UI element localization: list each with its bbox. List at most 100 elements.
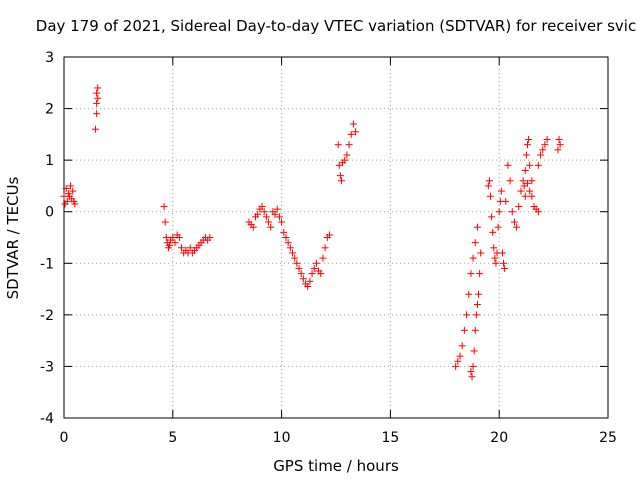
data-point [62, 185, 70, 193]
data-point [334, 141, 342, 149]
data-point [465, 290, 473, 298]
data-point [267, 223, 275, 231]
data-point [528, 177, 536, 185]
data-point [502, 197, 510, 205]
data-point [460, 326, 468, 334]
data-point [472, 311, 480, 319]
data-point [506, 177, 514, 185]
data-point [162, 234, 170, 241]
data-point [469, 254, 477, 262]
data-point [345, 141, 353, 149]
data-point [265, 218, 273, 226]
y-tick-label: 1 [45, 153, 54, 169]
data-point [477, 249, 485, 257]
data-point [271, 210, 279, 218]
data-point [537, 151, 545, 159]
data-point [555, 136, 563, 144]
data-point [528, 192, 536, 200]
data-point [317, 270, 325, 278]
data-point [539, 146, 547, 154]
data-point [282, 234, 290, 241]
data-point [295, 264, 303, 272]
data-point [484, 182, 492, 190]
data-point [310, 264, 318, 272]
data-point [475, 290, 483, 298]
data-point [71, 200, 79, 208]
data-point [308, 270, 316, 278]
data-point [319, 254, 327, 262]
data-point [284, 239, 292, 247]
data-point [521, 166, 529, 174]
data-point [468, 373, 476, 381]
data-point [166, 241, 174, 249]
data-point [525, 136, 533, 144]
data-point [171, 239, 179, 247]
data-point [510, 218, 518, 226]
data-point [63, 197, 71, 205]
data-point [69, 187, 77, 195]
data-point [306, 277, 314, 285]
data-point [93, 89, 101, 97]
data-point [523, 179, 531, 187]
data-point [186, 244, 194, 252]
data-point [534, 161, 542, 169]
y-tick-label: -1 [40, 256, 54, 272]
y-tick-label: 2 [45, 102, 54, 118]
data-point [454, 357, 462, 365]
data-point [175, 234, 183, 241]
data-point [471, 239, 479, 247]
data-point [341, 156, 349, 164]
y-tick-label: -3 [40, 359, 54, 375]
data-point [489, 228, 497, 236]
data-point [463, 311, 471, 319]
data-point [526, 187, 534, 195]
y-tick-label: 0 [45, 205, 54, 221]
data-point [471, 326, 479, 334]
data-point [352, 128, 360, 136]
data-point [343, 151, 351, 159]
chart-title: Day 179 of 2021, Sidereal Day-to-day VTE… [36, 17, 636, 35]
data-point [508, 208, 516, 216]
data-point [526, 161, 534, 169]
x-tick-label: 25 [599, 430, 617, 446]
data-point [521, 192, 529, 200]
data-point [491, 254, 499, 262]
data-point [498, 249, 506, 257]
data-point [473, 223, 481, 231]
data-point [519, 177, 527, 185]
data-point [494, 223, 502, 231]
data-point [523, 141, 531, 149]
data-point [161, 218, 169, 226]
y-tick-label: -4 [40, 411, 54, 427]
data-point [490, 244, 498, 252]
data-points [60, 84, 564, 381]
data-point [513, 223, 521, 231]
data-point [275, 213, 283, 221]
x-tick-label: 20 [490, 430, 508, 446]
data-point [94, 94, 102, 102]
data-point [206, 234, 214, 241]
data-point [254, 210, 262, 218]
data-point [160, 203, 168, 211]
x-tick-label: 15 [381, 430, 399, 446]
data-point [467, 368, 475, 376]
data-point [541, 141, 549, 149]
data-point [337, 177, 345, 185]
data-point [497, 187, 505, 195]
y-tick-label: 3 [45, 50, 54, 66]
data-point [169, 234, 177, 241]
data-point [293, 259, 301, 267]
data-point [500, 259, 508, 267]
data-point [336, 172, 344, 180]
data-point [286, 244, 294, 252]
data-point [94, 84, 102, 92]
data-point [515, 203, 523, 211]
data-point [495, 208, 503, 216]
data-point [467, 270, 475, 278]
data-point [299, 275, 307, 283]
grid-lines [64, 57, 608, 418]
data-point [543, 136, 551, 144]
data-point [470, 347, 478, 355]
data-point [280, 228, 288, 236]
data-point [534, 208, 542, 216]
